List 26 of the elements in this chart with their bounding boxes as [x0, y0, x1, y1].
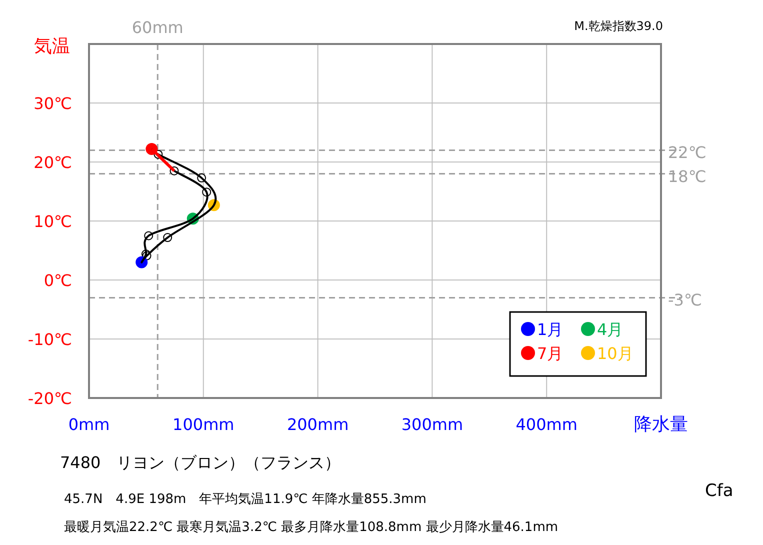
- text: Cfa: [705, 481, 734, 501]
- y-tick-label: 20℃: [34, 153, 72, 172]
- y-tick-label: 30℃: [34, 94, 72, 113]
- ref-line-label: 18℃: [668, 166, 706, 186]
- ref-line-label: 60mm: [132, 18, 184, 37]
- y-axis-title: 気温: [34, 36, 70, 57]
- text: 最暖月気温22.2℃ 最寒月気温3.2℃ 最多月降水量108.8mm 最少月降水量46.1mm: [64, 519, 558, 535]
- text: 7480 リヨン（ブロン）（フランス）: [60, 453, 341, 472]
- y-tick-label: 10℃: [34, 212, 72, 231]
- x-tick-label: 200mm: [286, 415, 349, 434]
- y-tick-label: 0℃: [44, 271, 72, 290]
- text: 45.7N 4.9E 198m 年平均気温11.9℃ 年降水量855.3mm: [64, 492, 426, 507]
- legend-label: 1月: [537, 320, 564, 339]
- legend-label: 7月: [537, 344, 564, 363]
- x-tick-label: 100mm: [172, 415, 234, 434]
- y-tick-label: -10℃: [28, 330, 72, 349]
- x-tick-label: 300mm: [401, 415, 464, 434]
- x-tick-label: 0mm: [68, 415, 110, 434]
- legend-label: 4月: [597, 320, 624, 339]
- y-tick-label: -20℃: [28, 389, 72, 408]
- x-axis-title: 降水量: [634, 414, 688, 435]
- x-tick-label: 400mm: [516, 415, 578, 434]
- ref-line-label: 22℃: [668, 143, 706, 162]
- text: M.乾燥指数39.0: [574, 19, 663, 33]
- ref-line-label: -3℃: [668, 290, 702, 310]
- legend-label: 10月: [597, 344, 634, 363]
